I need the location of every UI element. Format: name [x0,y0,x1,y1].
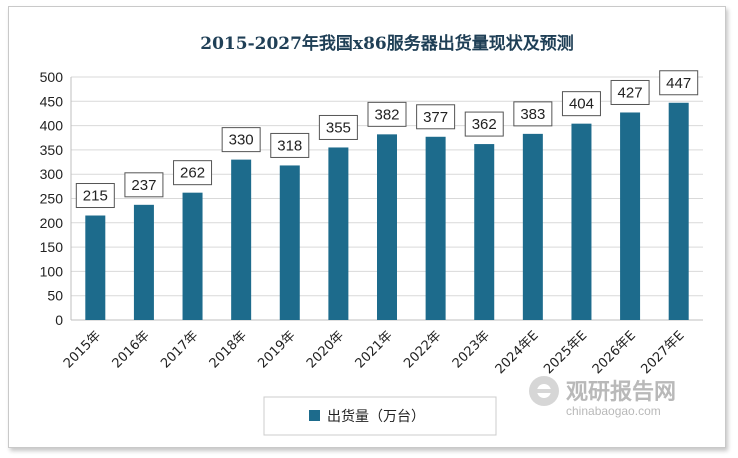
data-label: 427 [618,84,643,101]
y-tick-label: 300 [40,166,64,182]
chart-background [9,7,725,447]
bar [474,144,495,320]
chart-frame: 2015-2027年我国x86服务器出货量现状及预测 215 237 262 330 3… [8,6,726,448]
data-label-box [367,101,407,127]
data-label: 377 [423,109,448,126]
data-label: 318 [277,137,302,154]
y-tick-label: 100 [40,263,64,279]
data-label-box [75,183,115,209]
bar [279,165,300,320]
chart-title: 2015-2027年我国x86服务器出货量现状及预测 [200,33,573,54]
data-label-box [416,104,456,130]
bar [182,192,203,320]
y-tick-label: 400 [40,118,64,134]
data-label: 447 [666,75,691,92]
bar [620,112,641,320]
y-tick-label: 150 [40,239,64,255]
data-label: 383 [520,106,545,123]
data-label: 262 [180,165,205,182]
y-axis-ticks: 0 50 100 150 200 250 300 350 400 450 500 [40,69,64,328]
legend-box [263,396,497,436]
bar [328,147,349,320]
watermark-brand: 观研报告网 [566,380,676,405]
bar [133,204,154,320]
data-label-box [610,79,650,105]
bar [85,215,106,320]
data-label-box [561,91,601,117]
data-label: 362 [472,116,497,133]
data-label: 237 [131,177,156,194]
y-tick-label: 200 [40,215,64,231]
y-tick-label: 250 [40,191,64,207]
data-label-box [318,114,358,140]
data-label-box [270,132,310,158]
bar [231,159,252,320]
bar [377,134,397,320]
data-label-box [124,172,164,198]
bar [522,133,543,320]
data-label: 355 [326,119,351,136]
data-label: 382 [374,106,399,123]
watermark-logo-icon [529,376,559,406]
data-label-box [464,111,504,137]
data-label: 404 [569,96,594,113]
data-label-box [513,101,553,127]
data-label: 215 [83,188,108,205]
bar [571,123,592,320]
y-tick-label: 500 [40,69,64,85]
bar-chart: 2015-2027年我国x86服务器出货量现状及预测 215 237 262 330 3… [9,7,725,447]
data-label-box [659,70,699,96]
bars [85,102,689,321]
y-tick-label: 450 [40,93,64,109]
legend-label: 出货量（万台） [327,408,425,425]
watermark: 观研报告网 chinabaogao.com [529,376,676,418]
watermark-url: chinabaogao.com [566,404,661,418]
y-tick-label: 50 [47,288,63,304]
y-tick-label: 350 [40,142,64,158]
legend-swatch [309,410,320,421]
data-label-box [221,127,261,153]
data-labels: 215 237 262 330 318 355 382 377 362 383 404 427 447 [75,70,699,209]
bar [425,136,446,320]
legend: 出货量（万台） [263,396,497,436]
data-label: 330 [229,132,254,149]
bar [668,102,689,321]
y-tick-label: 0 [55,312,63,328]
data-label-box [173,160,213,186]
